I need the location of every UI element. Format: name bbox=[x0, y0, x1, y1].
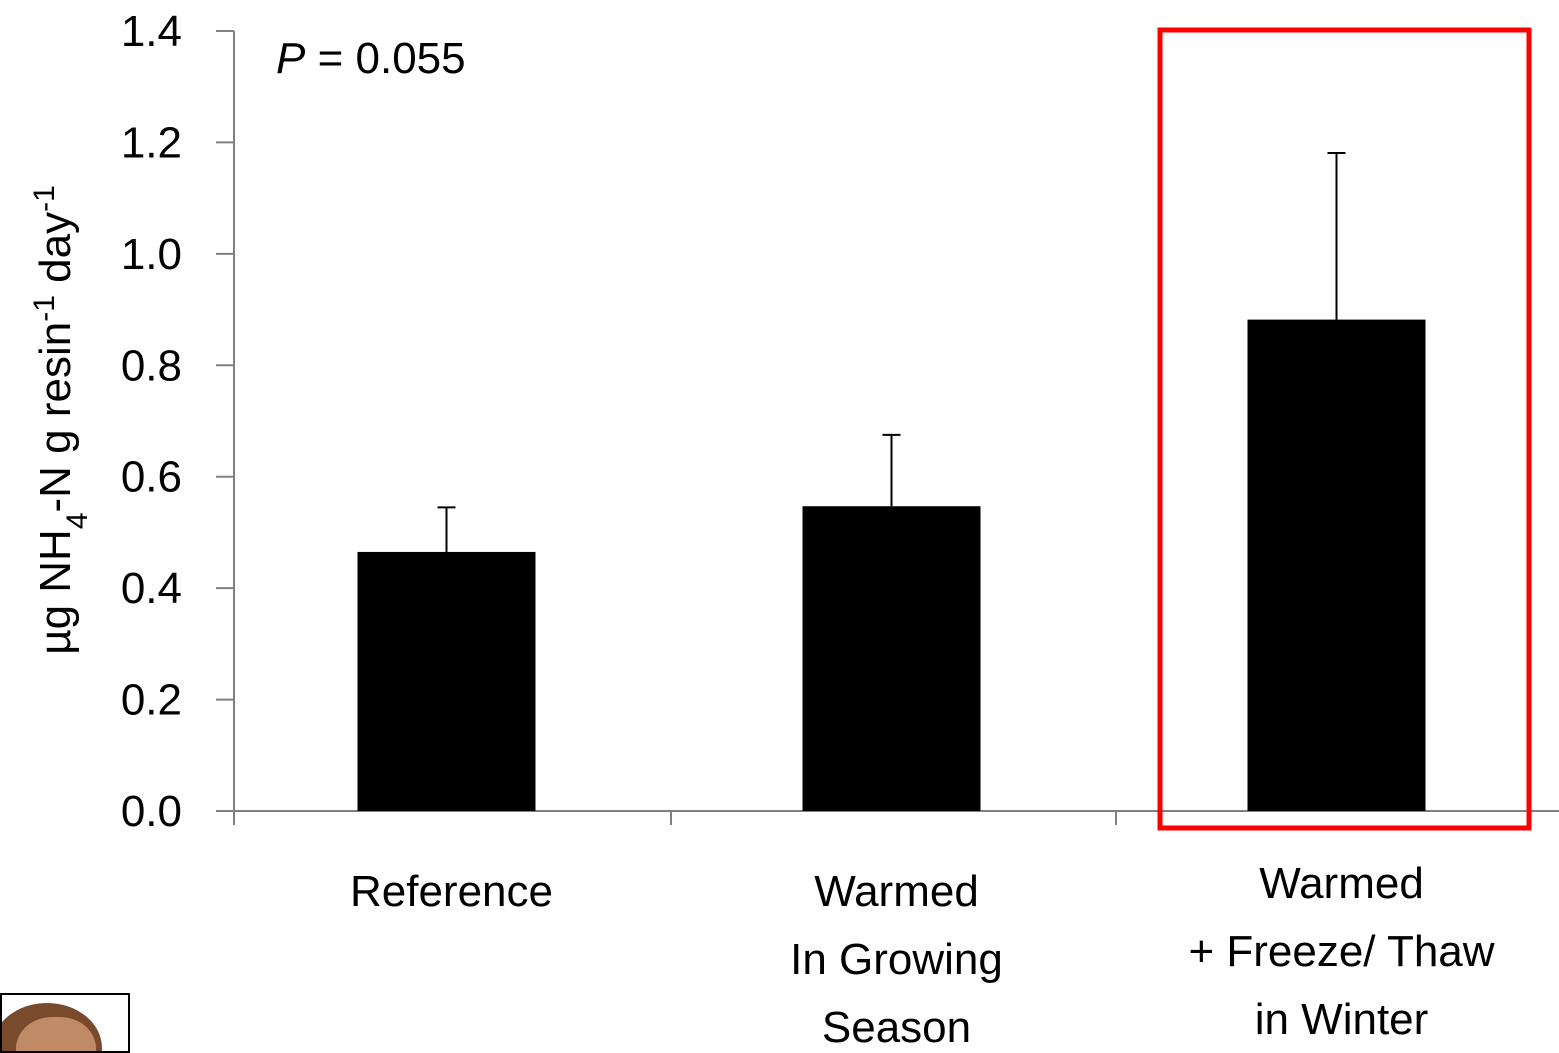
y-axis-title: µg NH4-N g resin-1 day-1 bbox=[28, 185, 94, 655]
category-label: In Growing bbox=[790, 935, 1003, 984]
highlight-box bbox=[1157, 27, 1532, 831]
bar bbox=[1247, 319, 1426, 811]
y-tick-label: 0.0 bbox=[121, 787, 182, 836]
category-label: Warmed bbox=[814, 867, 979, 916]
y-tick-label: 1.0 bbox=[121, 230, 182, 279]
category-label: + Freeze/ Thaw bbox=[1188, 927, 1494, 976]
y-axis-label: µg NH4-N g resin-1 day-1 bbox=[28, 185, 94, 655]
p-value-annotation: P = 0.055 bbox=[276, 34, 466, 83]
category-labels: Reference Warmed In Growing Season Warmed + F… bbox=[350, 859, 1495, 1049]
highlight-rectangle bbox=[1157, 27, 1532, 831]
speaker-photo-thumbnail bbox=[0, 993, 130, 1053]
error-bars bbox=[437, 152, 1346, 552]
category-label: Reference bbox=[350, 867, 553, 916]
category-label: Season bbox=[822, 1003, 971, 1049]
category-label: in Winter bbox=[1255, 995, 1429, 1044]
y-axis-ticks: 0.0 0.2 0.4 0.6 0.8 1.0 1.2 1.4 bbox=[121, 7, 234, 836]
y-tick-label: 0.8 bbox=[121, 341, 182, 390]
y-tick-label: 0.2 bbox=[121, 676, 182, 725]
y-tick-label: 1.2 bbox=[121, 118, 182, 167]
p-value-text: P = 0.055 bbox=[276, 34, 466, 83]
category-label: Warmed bbox=[1259, 859, 1424, 908]
bar bbox=[802, 506, 981, 811]
bar bbox=[357, 551, 536, 811]
y-tick-label: 0.6 bbox=[121, 453, 182, 502]
y-tick-label: 1.4 bbox=[121, 7, 182, 56]
y-tick-label: 0.4 bbox=[121, 564, 182, 613]
bars bbox=[357, 319, 1426, 811]
